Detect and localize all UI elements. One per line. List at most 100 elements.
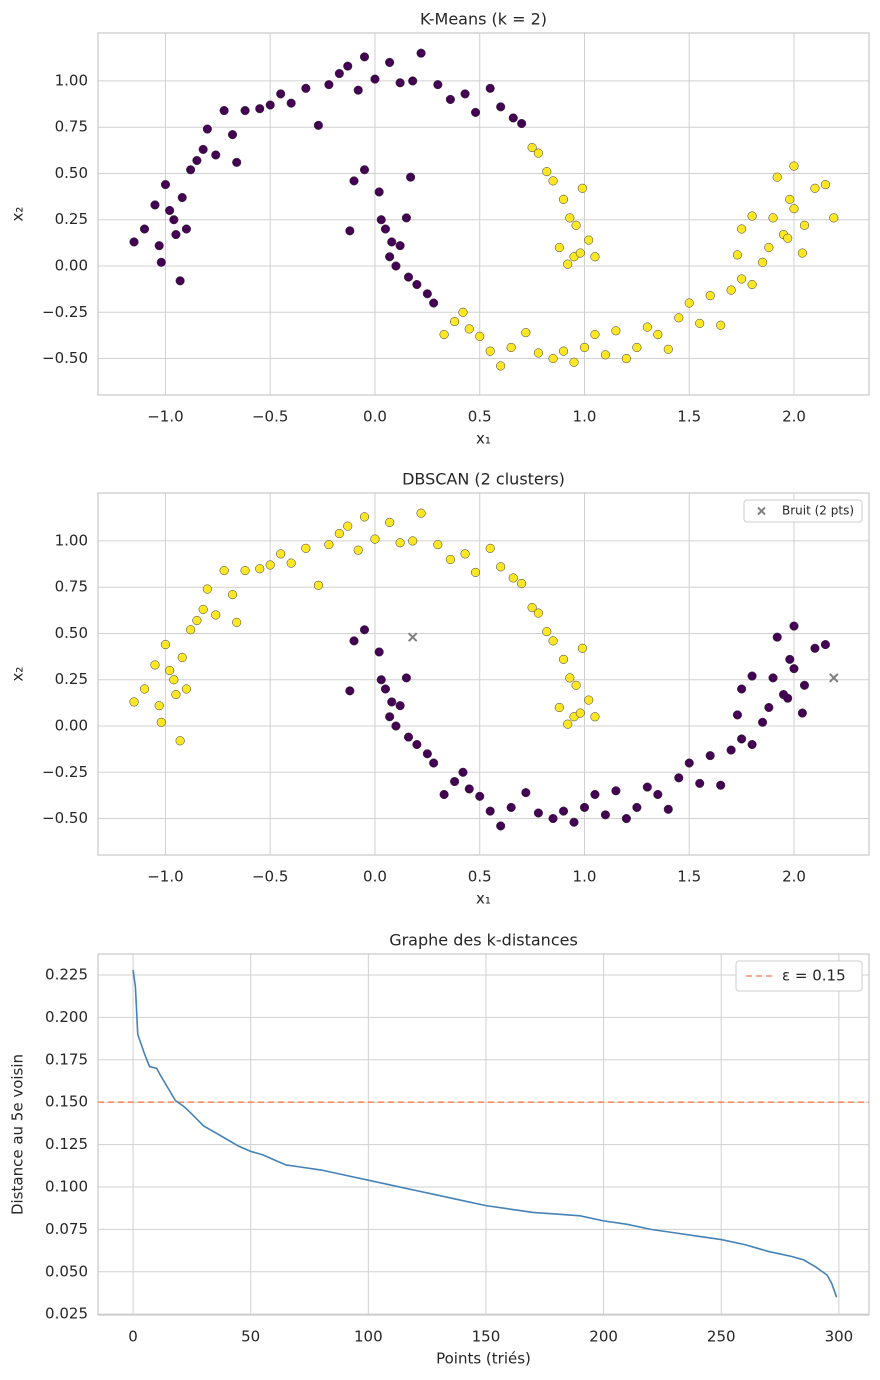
point (590, 789, 600, 800)
point (412, 739, 422, 750)
point (726, 745, 736, 755)
point (219, 105, 229, 116)
point (496, 361, 506, 371)
point (403, 732, 414, 742)
y-tick-label: 0.00 (55, 257, 88, 275)
point (600, 810, 610, 820)
point (558, 346, 569, 356)
point (408, 536, 418, 546)
y-tick-label: 0.50 (55, 624, 88, 642)
point (575, 708, 585, 718)
point (565, 213, 575, 223)
point (343, 521, 353, 531)
point (569, 357, 579, 367)
point (286, 558, 296, 568)
point (374, 647, 384, 657)
point (517, 118, 527, 129)
point (653, 789, 663, 800)
point (433, 80, 443, 90)
point (276, 89, 286, 99)
point (470, 567, 481, 577)
point (177, 192, 187, 203)
point (829, 213, 839, 223)
chart-title: Graphe des k-distances (389, 931, 578, 950)
point (653, 329, 663, 340)
point (154, 241, 164, 251)
y-tick-label: 1.00 (55, 71, 88, 89)
point (286, 98, 296, 108)
point (433, 540, 443, 550)
legend-marker (757, 506, 766, 516)
x-tick-label: −0.5 (252, 408, 288, 426)
point (177, 652, 187, 663)
point (175, 736, 185, 746)
point (359, 625, 370, 635)
x-axis-label: x₁ (476, 890, 491, 908)
point (160, 180, 171, 190)
point (785, 194, 795, 204)
point (139, 684, 150, 694)
point (401, 673, 411, 683)
point (395, 241, 405, 251)
point (485, 346, 495, 356)
point (353, 85, 363, 95)
point (313, 580, 323, 590)
point (181, 684, 191, 694)
point (758, 257, 768, 267)
frame (97, 953, 870, 1316)
point (575, 248, 585, 258)
point (642, 782, 652, 792)
point (764, 242, 774, 253)
x-tick-label: −0.5 (252, 868, 288, 886)
y-tick-label: 1.00 (55, 531, 88, 549)
point (548, 813, 558, 824)
y-axis-label: x₂ (9, 207, 27, 222)
point (175, 276, 185, 286)
point (265, 560, 275, 570)
y-axis-label: Distance au 5e voisin (9, 1054, 27, 1215)
point (219, 565, 229, 576)
point (496, 102, 506, 112)
point (542, 167, 552, 177)
x-tick-label: 1.0 (573, 868, 597, 886)
point (783, 233, 793, 243)
point (276, 549, 286, 559)
point (171, 229, 181, 240)
point (385, 57, 395, 67)
point (506, 802, 516, 812)
x-tick-label: 0.0 (363, 868, 387, 886)
point (716, 320, 726, 330)
point (464, 784, 474, 794)
point (663, 804, 673, 814)
point (240, 565, 250, 576)
point (380, 224, 390, 234)
point (349, 636, 359, 646)
point (192, 155, 202, 166)
x-tick-label: 1.0 (573, 408, 597, 426)
x-tick-label: 0.0 (363, 408, 387, 426)
point (395, 538, 405, 548)
point (548, 353, 558, 364)
x-tick-label: −1.0 (147, 408, 183, 426)
point (439, 789, 449, 800)
point (563, 719, 573, 729)
point (569, 817, 579, 827)
point (768, 213, 778, 223)
point (789, 161, 799, 171)
x-tick-label: 50 (241, 1328, 260, 1346)
y-tick-label: 0.225 (45, 966, 88, 984)
y-tick-label: −0.50 (42, 809, 88, 827)
point (496, 821, 506, 831)
point (370, 534, 380, 544)
point (391, 721, 401, 731)
point (171, 689, 181, 700)
point (590, 329, 600, 340)
x-tick-label: 250 (707, 1328, 736, 1346)
point (600, 350, 610, 360)
point (577, 183, 587, 193)
point (232, 617, 242, 627)
point (359, 512, 370, 522)
point (343, 61, 353, 71)
point (470, 107, 481, 117)
point (406, 172, 416, 182)
